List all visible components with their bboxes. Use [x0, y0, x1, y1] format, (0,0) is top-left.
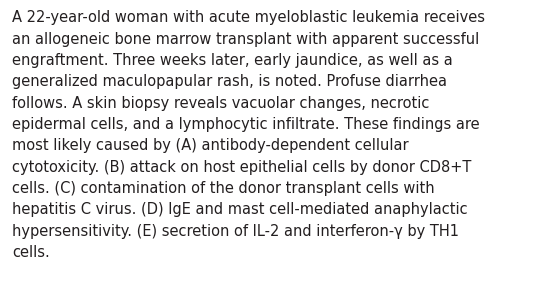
- Text: A 22-year-old woman with acute myeloblastic leukemia receives
an allogeneic bone: A 22-year-old woman with acute myeloblas…: [12, 10, 485, 260]
